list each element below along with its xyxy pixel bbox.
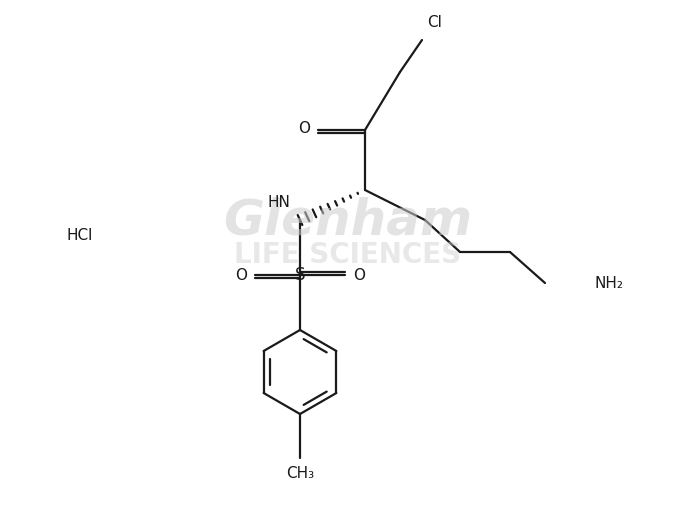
Text: O: O [353, 267, 365, 282]
Text: HCl: HCl [67, 228, 93, 242]
Text: HN: HN [267, 195, 290, 210]
Text: O: O [235, 267, 247, 282]
Text: Glenham: Glenham [223, 196, 473, 244]
Text: NH₂: NH₂ [595, 276, 624, 291]
Text: Cl: Cl [427, 15, 442, 30]
Text: S: S [294, 266, 306, 284]
Text: O: O [298, 121, 310, 136]
Text: CH₃: CH₃ [286, 466, 314, 481]
Text: LIFE SCIENCES: LIFE SCIENCES [235, 241, 461, 269]
